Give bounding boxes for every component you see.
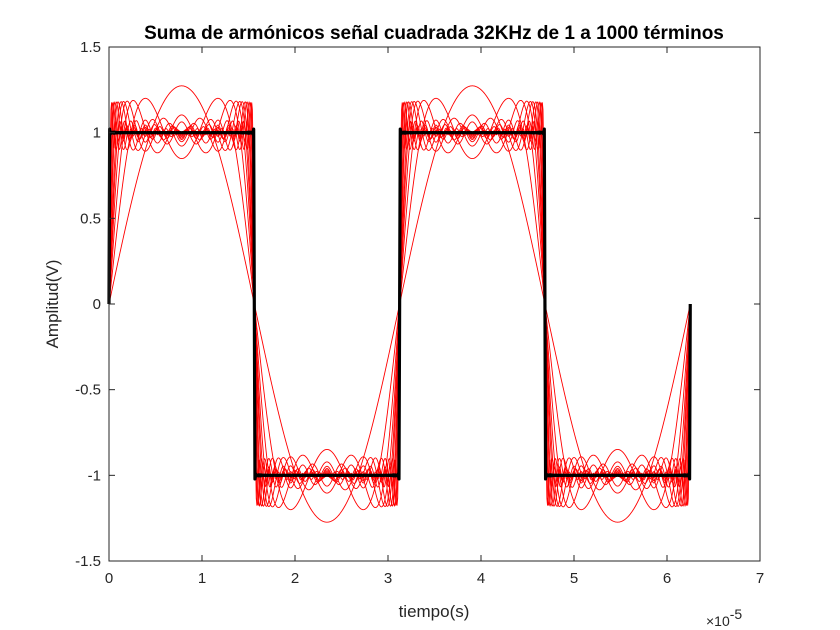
x-axis-label: tiempo(s) [399, 602, 470, 621]
x-tick-label: 0 [105, 570, 113, 587]
y-tick-label: 0.5 [80, 210, 101, 227]
x-axis-exponent: ×10-5 [706, 606, 742, 629]
x-axis-ticks: 0 1 2 3 4 5 6 7 [105, 47, 764, 587]
x-tick-label: 4 [477, 570, 485, 587]
y-axis-label: Amplitud(V) [43, 260, 62, 349]
series-curves [107, 85, 692, 523]
y-tick-label: 1.5 [80, 39, 101, 56]
x-tick-label: 1 [198, 570, 206, 587]
x-tick-label: 3 [384, 570, 392, 587]
chart-title: Suma de armónicos señal cuadrada 32KHz d… [144, 23, 724, 44]
y-tick-label: -0.5 [75, 382, 101, 399]
y-tick-label: 1 [93, 125, 101, 142]
series-line-1000-harmonics [107, 127, 692, 481]
y-axis-ticks: -1.5 -1 -0.5 0 0.5 1 1.5 [75, 39, 760, 570]
x-tick-label: 2 [291, 570, 299, 587]
y-tick-label: 0 [93, 296, 101, 313]
x-tick-label: 6 [663, 570, 671, 587]
y-tick-label: -1.5 [75, 553, 101, 570]
y-tick-label: -1 [88, 467, 101, 484]
x-tick-label: 7 [756, 570, 764, 587]
x-tick-label: 5 [570, 570, 578, 587]
